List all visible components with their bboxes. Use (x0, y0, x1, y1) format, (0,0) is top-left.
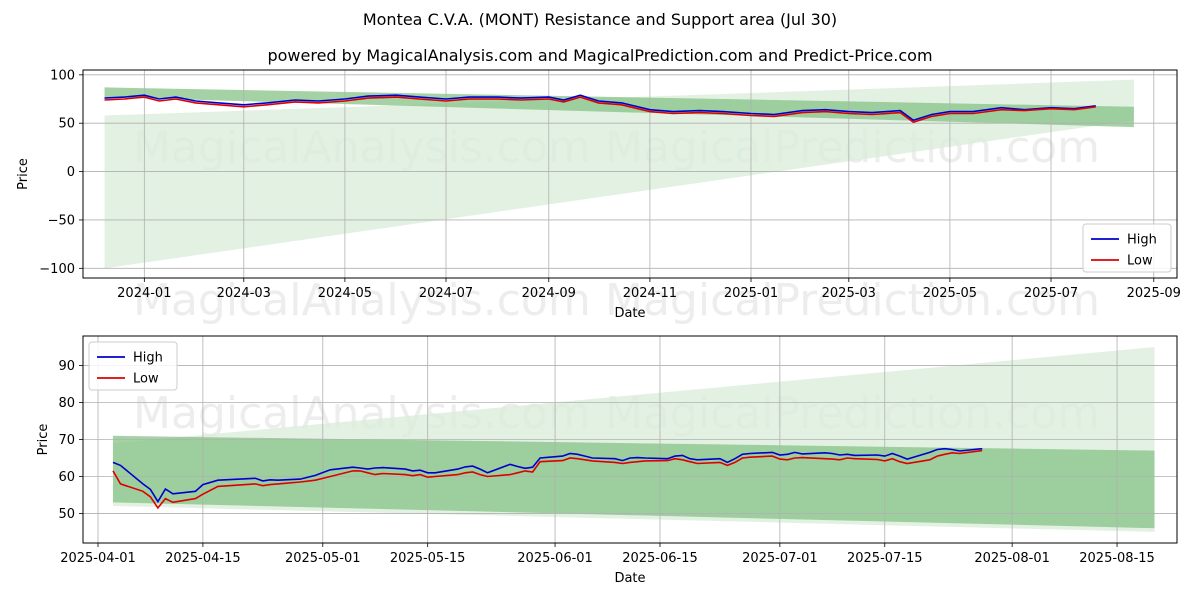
x-tick-label: 2025-07-15 (847, 551, 923, 566)
legend-label-low: Low (1127, 254, 1153, 269)
y-tick-label: 90 (58, 359, 75, 374)
projection-cone-band (104, 79, 1134, 269)
x-tick-label: 2025-05 (923, 286, 977, 301)
x-tick-label: 2025-05-15 (390, 551, 466, 566)
y-tick-label: 50 (58, 507, 75, 522)
legend-label-high: High (133, 351, 163, 366)
x-tick-label: 2024-01 (117, 286, 171, 301)
resistance-support-band (112, 435, 1155, 529)
legend: High Low (88, 341, 178, 391)
x-tick-label: 2024-11 (623, 286, 677, 301)
x-tick-label: 2025-06-15 (622, 551, 698, 566)
legend: High Low (1082, 223, 1172, 273)
y-tick-label: 0 (67, 165, 75, 180)
x-tick-label: 2024-05 (318, 286, 372, 301)
chart-title: Montea C.V.A. (MONT) Resistance and Supp… (362, 10, 838, 29)
x-tick-label: 2025-06-01 (517, 551, 593, 566)
y-tick-label: −50 (48, 213, 75, 228)
x-tick-label: 2025-07-01 (742, 551, 818, 566)
x-axis-label: Date (614, 571, 645, 586)
legend-label-high: High (1127, 233, 1157, 248)
x-tick-label: 2025-03 (822, 286, 876, 301)
chart-panel-recent: MagicalAnalysis.comMagicalPrediction.com… (36, 335, 1178, 586)
watermark: MagicalAnalysis.com (133, 275, 591, 326)
x-axis-label: Date (614, 306, 645, 321)
legend-label-low: Low (133, 372, 159, 387)
chart-subtitle: powered by MagicalAnalysis.com and Magic… (267, 46, 933, 65)
x-tick-label: 2024-03 (217, 286, 271, 301)
y-axis-label: Price (16, 158, 31, 190)
y-tick-label: 70 (58, 433, 75, 448)
plot-frame (82, 335, 1178, 544)
x-tick-label: 2025-09 (1127, 286, 1181, 301)
x-tick-label: 2025-08-15 (1079, 551, 1155, 566)
series-line-low (112, 449, 983, 510)
series-line-high (104, 94, 1096, 122)
series-line-low (104, 96, 1096, 124)
y-axis-label: Price (36, 424, 51, 456)
watermark: MagicalPrediction.com (605, 275, 1100, 326)
y-tick-label: 60 (58, 470, 75, 485)
x-tick-label: 2025-04-01 (60, 551, 136, 566)
y-tick-label: 80 (58, 396, 75, 411)
x-tick-label: 2024-09 (522, 286, 576, 301)
x-tick-label: 2025-04-15 (165, 551, 241, 566)
y-tick-label: 50 (58, 117, 75, 132)
y-tick-label: −100 (39, 262, 75, 277)
chart-panel-full-history: MagicalAnalysis.com MagicalPrediction.com… (16, 68, 1181, 326)
x-tick-label: 2025-07 (1024, 286, 1078, 301)
x-tick-label: 2024-07 (419, 286, 473, 301)
series-line-high (112, 447, 983, 504)
y-tick-label: 100 (50, 68, 75, 83)
x-tick-label: 2025-01 (724, 286, 778, 301)
plot-frame (82, 69, 1178, 279)
x-tick-label: 2025-05-01 (285, 551, 361, 566)
x-tick-label: 2025-08-01 (974, 551, 1050, 566)
